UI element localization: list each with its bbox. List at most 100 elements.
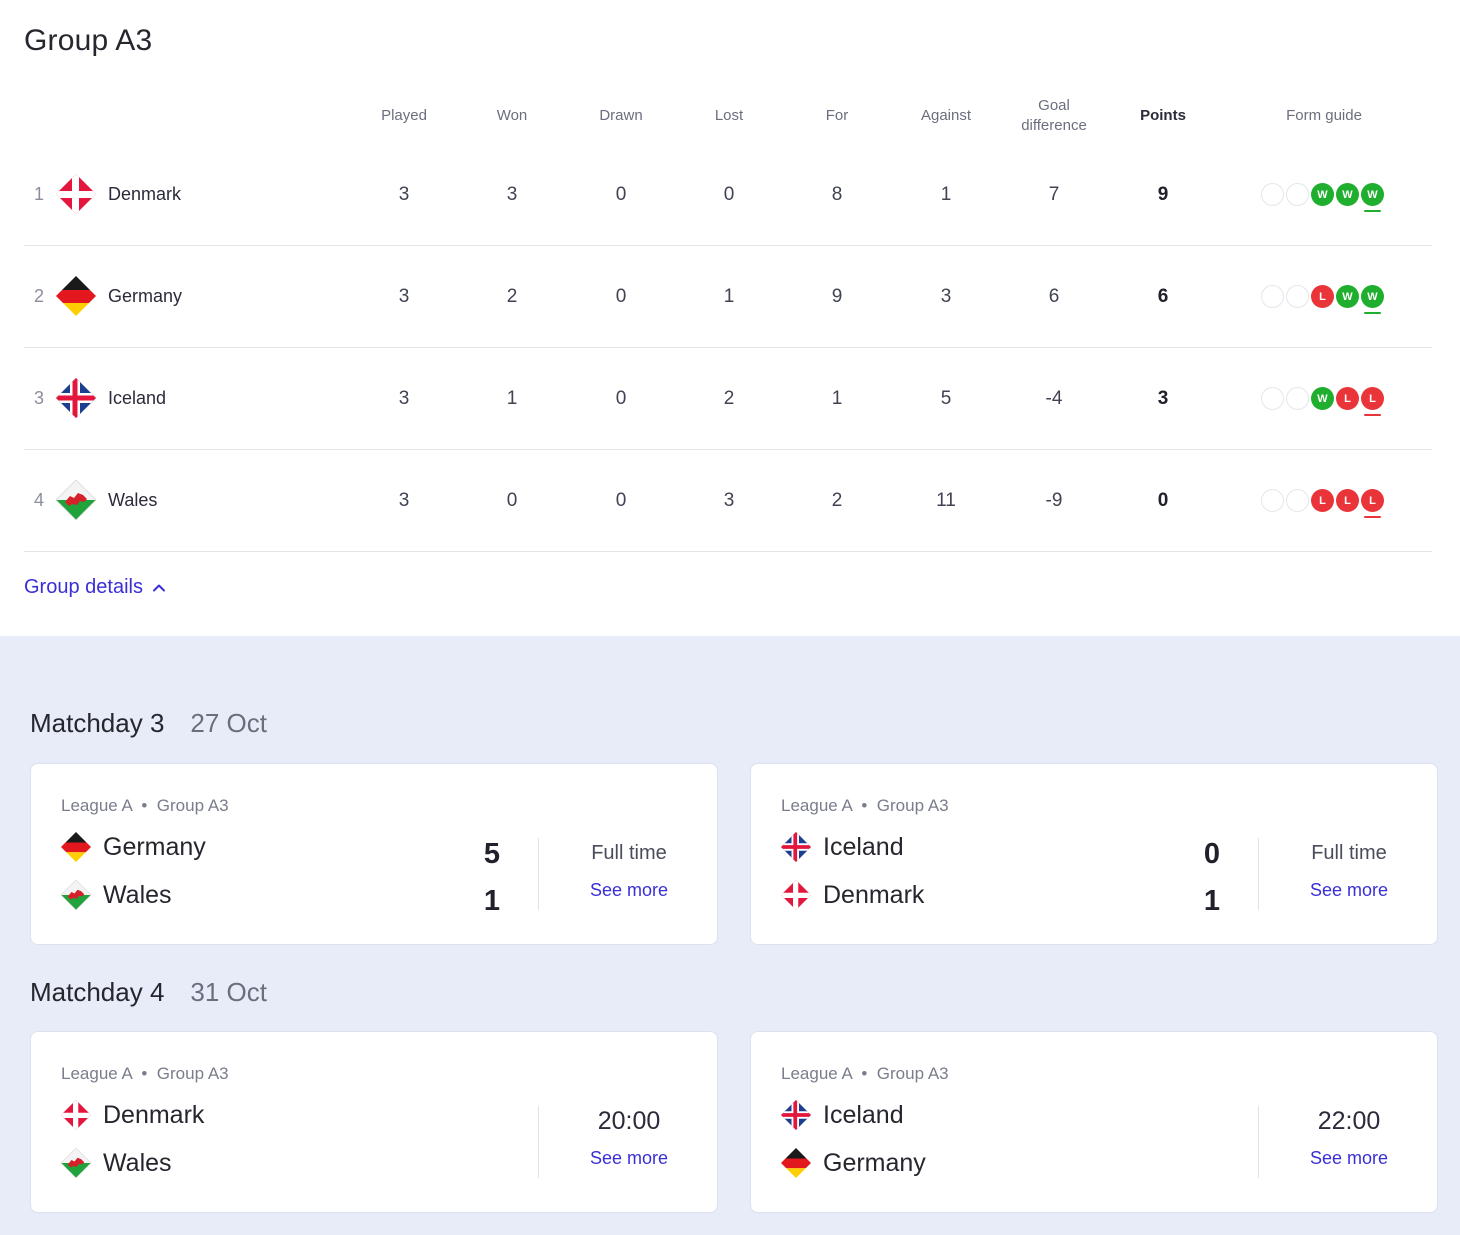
table-row[interactable]: 4 Wales 3 0 0 3 2 11 -9 0 L L L [24,450,1432,552]
stat-won: 2 [506,285,518,307]
header-form-guide: Form guide [1286,107,1362,124]
home-team: Denmark [61,1100,204,1130]
away-team: Germany [781,1148,926,1178]
team-name[interactable]: Germany [108,286,183,306]
away-team-name: Wales [103,880,172,909]
match-competition: League A • Group A3 [781,796,949,815]
germany-flag-icon [56,276,96,316]
stat-points: 3 [1157,387,1169,409]
team-position: 3 [34,388,45,408]
matchday-header: Matchday 4 31 Oct [30,977,267,1008]
stat-lost: 3 [723,489,735,511]
away-team-name: Denmark [823,880,925,909]
standings-table: Played Won Drawn Lost For Against Goal d… [24,88,1432,552]
group-label: Group A3 [876,796,949,815]
stat-points: 6 [1157,285,1169,307]
stat-lost: 0 [723,183,735,205]
stat-gd: 6 [1048,285,1060,307]
iceland-flag-icon [781,1100,811,1130]
header-lost: Lost [714,107,744,124]
team-position: 1 [34,184,45,204]
stat-played: 3 [398,183,410,205]
matchday-date: 31 Oct [190,977,267,1007]
stat-lost: 2 [723,387,735,409]
away-team: Wales [61,880,172,910]
stat-gd: -9 [1045,489,1063,511]
form-empty-dot [1261,387,1284,410]
stat-played: 3 [398,387,410,409]
stat-for: 1 [831,387,843,409]
stat-for: 2 [831,489,843,511]
team-position: 4 [34,490,45,510]
fixtures-section: Matchday 3 27 Oct Matchday 4 31 Oct League… [0,636,1460,1235]
stat-won: 0 [506,489,518,511]
match-competition: League A • Group A3 [61,1064,229,1083]
form-result-badge: W [1311,183,1334,206]
card-divider [1258,1106,1259,1178]
wales-flag-icon [56,480,96,520]
chevron-up-icon [152,584,165,591]
league-label: League A [781,1064,852,1083]
stat-played: 3 [398,285,410,307]
see-more-link[interactable]: See more [589,880,669,900]
home-team-name: Denmark [103,1100,205,1129]
form-empty-dot [1261,489,1284,512]
stat-drawn: 0 [615,489,627,511]
group-title: Group A3 [24,24,153,57]
wales-flag-icon [61,880,91,910]
denmark-flag-icon [781,880,811,910]
league-label: League A [61,1064,132,1083]
home-team-name: Iceland [823,1100,904,1129]
form-result-badge: W [1311,387,1334,410]
stat-drawn: 0 [615,183,627,205]
table-row[interactable]: 2 Germany 3 2 0 1 9 3 6 6 L W W [24,246,1432,348]
team-name[interactable]: Denmark [108,184,182,204]
stat-gd: 7 [1048,183,1060,205]
form-result-badge: L [1336,489,1359,512]
team-name[interactable]: Wales [108,490,158,510]
matchday-date: 27 Oct [190,708,267,738]
matchday-header: Matchday 3 27 Oct [30,708,267,739]
header-against: Against [920,107,972,124]
match-card[interactable]: League A • Group A3 Iceland Germany 22:00 Se… [750,1031,1438,1213]
header-played: Played [381,107,427,124]
see-more-link[interactable]: See more [1309,1148,1389,1168]
away-team: Wales [61,1148,172,1178]
header-goal-difference: Goal difference [1021,97,1087,134]
away-score: 1 [483,885,501,917]
wales-flag-icon [61,1148,91,1178]
home-team-name: Germany [103,832,206,861]
header-for: For [825,107,849,124]
home-score: 5 [483,838,501,870]
group-label: Group A3 [156,796,229,815]
match-card[interactable]: League A • Group A3 Germany Wales 5 1 Full ti… [30,763,718,945]
stat-against: 11 [936,489,956,511]
match-status: Full time [1311,842,1387,864]
germany-flag-icon [781,1148,811,1178]
iceland-flag-icon [56,378,96,418]
see-more-link[interactable]: See more [589,1148,669,1168]
table-row[interactable]: 3 Iceland 3 1 0 2 1 5 -4 3 W L L [24,348,1432,450]
group-label: Group A3 [156,1064,229,1083]
group-details-toggle[interactable]: Group details [24,576,167,599]
header-drawn: Drawn [599,107,643,124]
table-row[interactable]: 1 Denmark 3 3 0 0 8 1 7 9 W W W [24,144,1432,246]
denmark-flag-icon [56,174,96,214]
stat-points: 9 [1157,183,1169,205]
match-card[interactable]: League A • Group A3 Denmark Wales 20:00 See … [30,1031,718,1213]
group-details-label: Group details [24,576,143,598]
away-score: 1 [1203,885,1221,917]
home-team: Germany [61,832,206,862]
matchday-title: Matchday 3 [30,708,165,738]
match-competition: League A • Group A3 [61,796,229,815]
see-more-link[interactable]: See more [1309,880,1389,900]
home-score: 0 [1203,838,1221,870]
away-team-name: Germany [823,1148,926,1177]
league-label: League A [61,796,132,815]
team-name[interactable]: Iceland [108,388,167,408]
match-card[interactable]: League A • Group A3 Iceland Denmark 0 1 Full … [750,763,1438,945]
form-result-badge: L [1336,387,1359,410]
form-empty-dot [1286,285,1309,308]
